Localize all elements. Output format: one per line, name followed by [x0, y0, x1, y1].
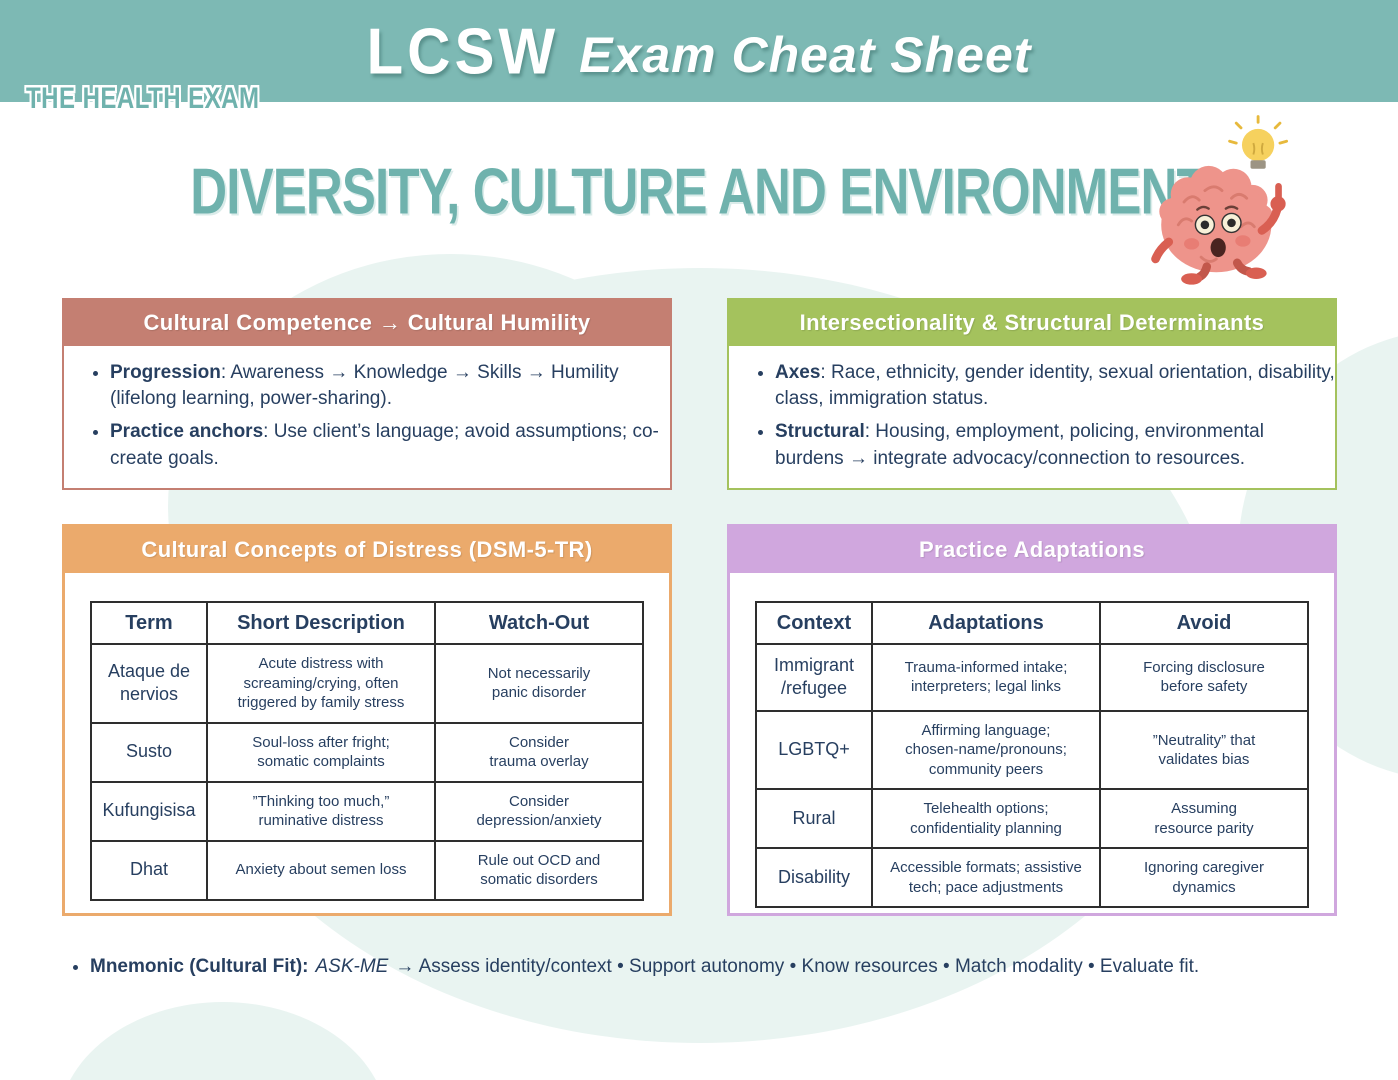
banner-subtitle-text: Exam Cheat Sheet [579, 26, 1032, 83]
bullet-item: Progression: Awareness → Knowledge → Ski… [110, 360, 670, 412]
cell-term: Dhat [90, 839, 208, 901]
cell-watch-out: Rule out OCD and somatic disorders [434, 839, 644, 901]
cell-term: Ataque de nervios [90, 643, 208, 724]
distress-table: Term Short Description Watch-Out Ataque … [90, 601, 644, 901]
cell-avoid: Forcing disclosure before safety [1099, 643, 1309, 712]
table-row: Kufungisisa ”Thinking too much,” ruminat… [90, 780, 644, 842]
cell-description: Acute distress with screaming/crying, of… [206, 643, 436, 724]
card-header: Intersectionality & Structural Determina… [729, 300, 1335, 346]
banner-brand-text: LCSW [366, 14, 560, 88]
card-title: Intersectionality & Structural Determina… [799, 310, 1265, 335]
cell-watch-out: Not necessarily panic disorder [434, 643, 644, 724]
cell-avoid: ”Neutrality” that validates bias [1099, 709, 1309, 791]
table-row: Rural Telehealth options; confidentialit… [755, 788, 1309, 850]
cell-description: Soul-loss after fright; somatic complain… [206, 721, 436, 783]
site-logo: THE HEALTH EXAM [26, 82, 260, 116]
background-blob [58, 1002, 388, 1080]
card-header: Cultural Competence → Cultural Humility [64, 300, 670, 346]
adaptations-table: Context Adaptations Avoid Immigrant /ref… [755, 601, 1309, 909]
mnemonic-note: Mnemonic (Cultural Fit): ASK-ME → Assess i… [68, 956, 1368, 978]
col-header-adaptations: Adaptations [871, 601, 1101, 645]
col-header-watch-out: Watch-Out [434, 601, 644, 645]
cell-adaptations: Accessible formats; assistive tech; pace… [871, 847, 1101, 909]
card-title: Practice Adaptations [918, 537, 1146, 562]
cell-context: Rural [755, 788, 873, 850]
col-header-avoid: Avoid [1099, 601, 1309, 645]
lightbulb-icon [1228, 115, 1289, 169]
card-practice-adaptations: Practice Adaptations Context Adaptations… [727, 524, 1337, 916]
table-row: Ataque de nervios Acute distress with sc… [90, 643, 644, 724]
cell-context: Disability [755, 847, 873, 909]
bullet-item: Practice anchors: Use client’s language;… [110, 419, 670, 471]
cell-adaptations: Affirming language; chosen-name/pronouns… [871, 709, 1101, 791]
cell-term: Susto [90, 721, 208, 783]
brain-body [1151, 165, 1286, 285]
cell-adaptations: Telehealth options; confidentiality plan… [871, 788, 1101, 850]
cell-watch-out: Consider depression/anxiety [434, 780, 644, 842]
cell-context: Immigrant /refugee [755, 643, 873, 712]
cell-avoid: Assuming resource parity [1099, 788, 1309, 850]
mnemonic-expansion: → Assess identity/context • Support auto… [395, 956, 1200, 977]
table-header-row: Context Adaptations Avoid [755, 601, 1309, 645]
table-row: Immigrant /refugee Trauma-informed intak… [755, 643, 1309, 712]
mnemonic-acronym: ASK-ME [315, 956, 389, 977]
cell-description: ”Thinking too much,” ruminative distress [206, 780, 436, 842]
col-header-short-description: Short Description [206, 601, 436, 645]
brain-mascot-illustration [1151, 115, 1289, 285]
table-row: Susto Soul-loss after fright; somatic co… [90, 721, 644, 783]
cell-description: Anxiety about semen loss [206, 839, 436, 901]
cell-watch-out: Consider trauma overlay [434, 721, 644, 783]
banner-title: LCSW Exam Cheat Sheet [366, 14, 1032, 88]
card-cultural-concepts-of-distress: Cultural Concepts of Distress (DSM-5-TR)… [62, 524, 672, 916]
card-cultural-competence: Cultural Competence → Cultural Humility … [62, 298, 672, 490]
bullet-item: Axes: Race, ethnicity, gender identity, … [775, 360, 1335, 412]
card-title: Cultural Concepts of Distress (DSM-5-TR) [141, 537, 593, 562]
card-title: Cultural Competence → Cultural Humility [143, 310, 591, 335]
page-title: DIVERSITY, CULTURE AND ENVIRONMENT [190, 155, 1208, 228]
mnemonic-lead: Mnemonic (Cultural Fit): [90, 956, 309, 977]
card-header: Practice Adaptations [730, 527, 1334, 573]
col-header-term: Term [90, 601, 208, 645]
col-header-context: Context [755, 601, 873, 645]
table-row: LGBTQ+ Affirming language; chosen-name/p… [755, 709, 1309, 791]
cell-avoid: Ignoring caregiver dynamics [1099, 847, 1309, 909]
top-banner: LCSW Exam Cheat Sheet [0, 0, 1398, 102]
bullet-item: Structural: Housing, employment, policin… [775, 419, 1335, 471]
card-body: Progression: Awareness → Knowledge → Ski… [64, 360, 670, 472]
cell-adaptations: Trauma-informed intake; interpreters; le… [871, 643, 1101, 712]
cell-term: Kufungisisa [90, 780, 208, 842]
cell-context: LGBTQ+ [755, 709, 873, 791]
mnemonic-bullet: Mnemonic (Cultural Fit): ASK-ME → Assess i… [90, 956, 1368, 978]
card-header: Cultural Concepts of Distress (DSM-5-TR) [65, 527, 669, 573]
table-row: Dhat Anxiety about semen loss Rule out O… [90, 839, 644, 901]
card-intersectionality: Intersectionality & Structural Determina… [727, 298, 1337, 490]
card-body: Axes: Race, ethnicity, gender identity, … [729, 360, 1335, 472]
page-title-row: DIVERSITY, CULTURE AND ENVIRONMENT [0, 155, 1398, 228]
table-row: Disability Accessible formats; assistive… [755, 847, 1309, 909]
table-header-row: Term Short Description Watch-Out [90, 601, 644, 645]
